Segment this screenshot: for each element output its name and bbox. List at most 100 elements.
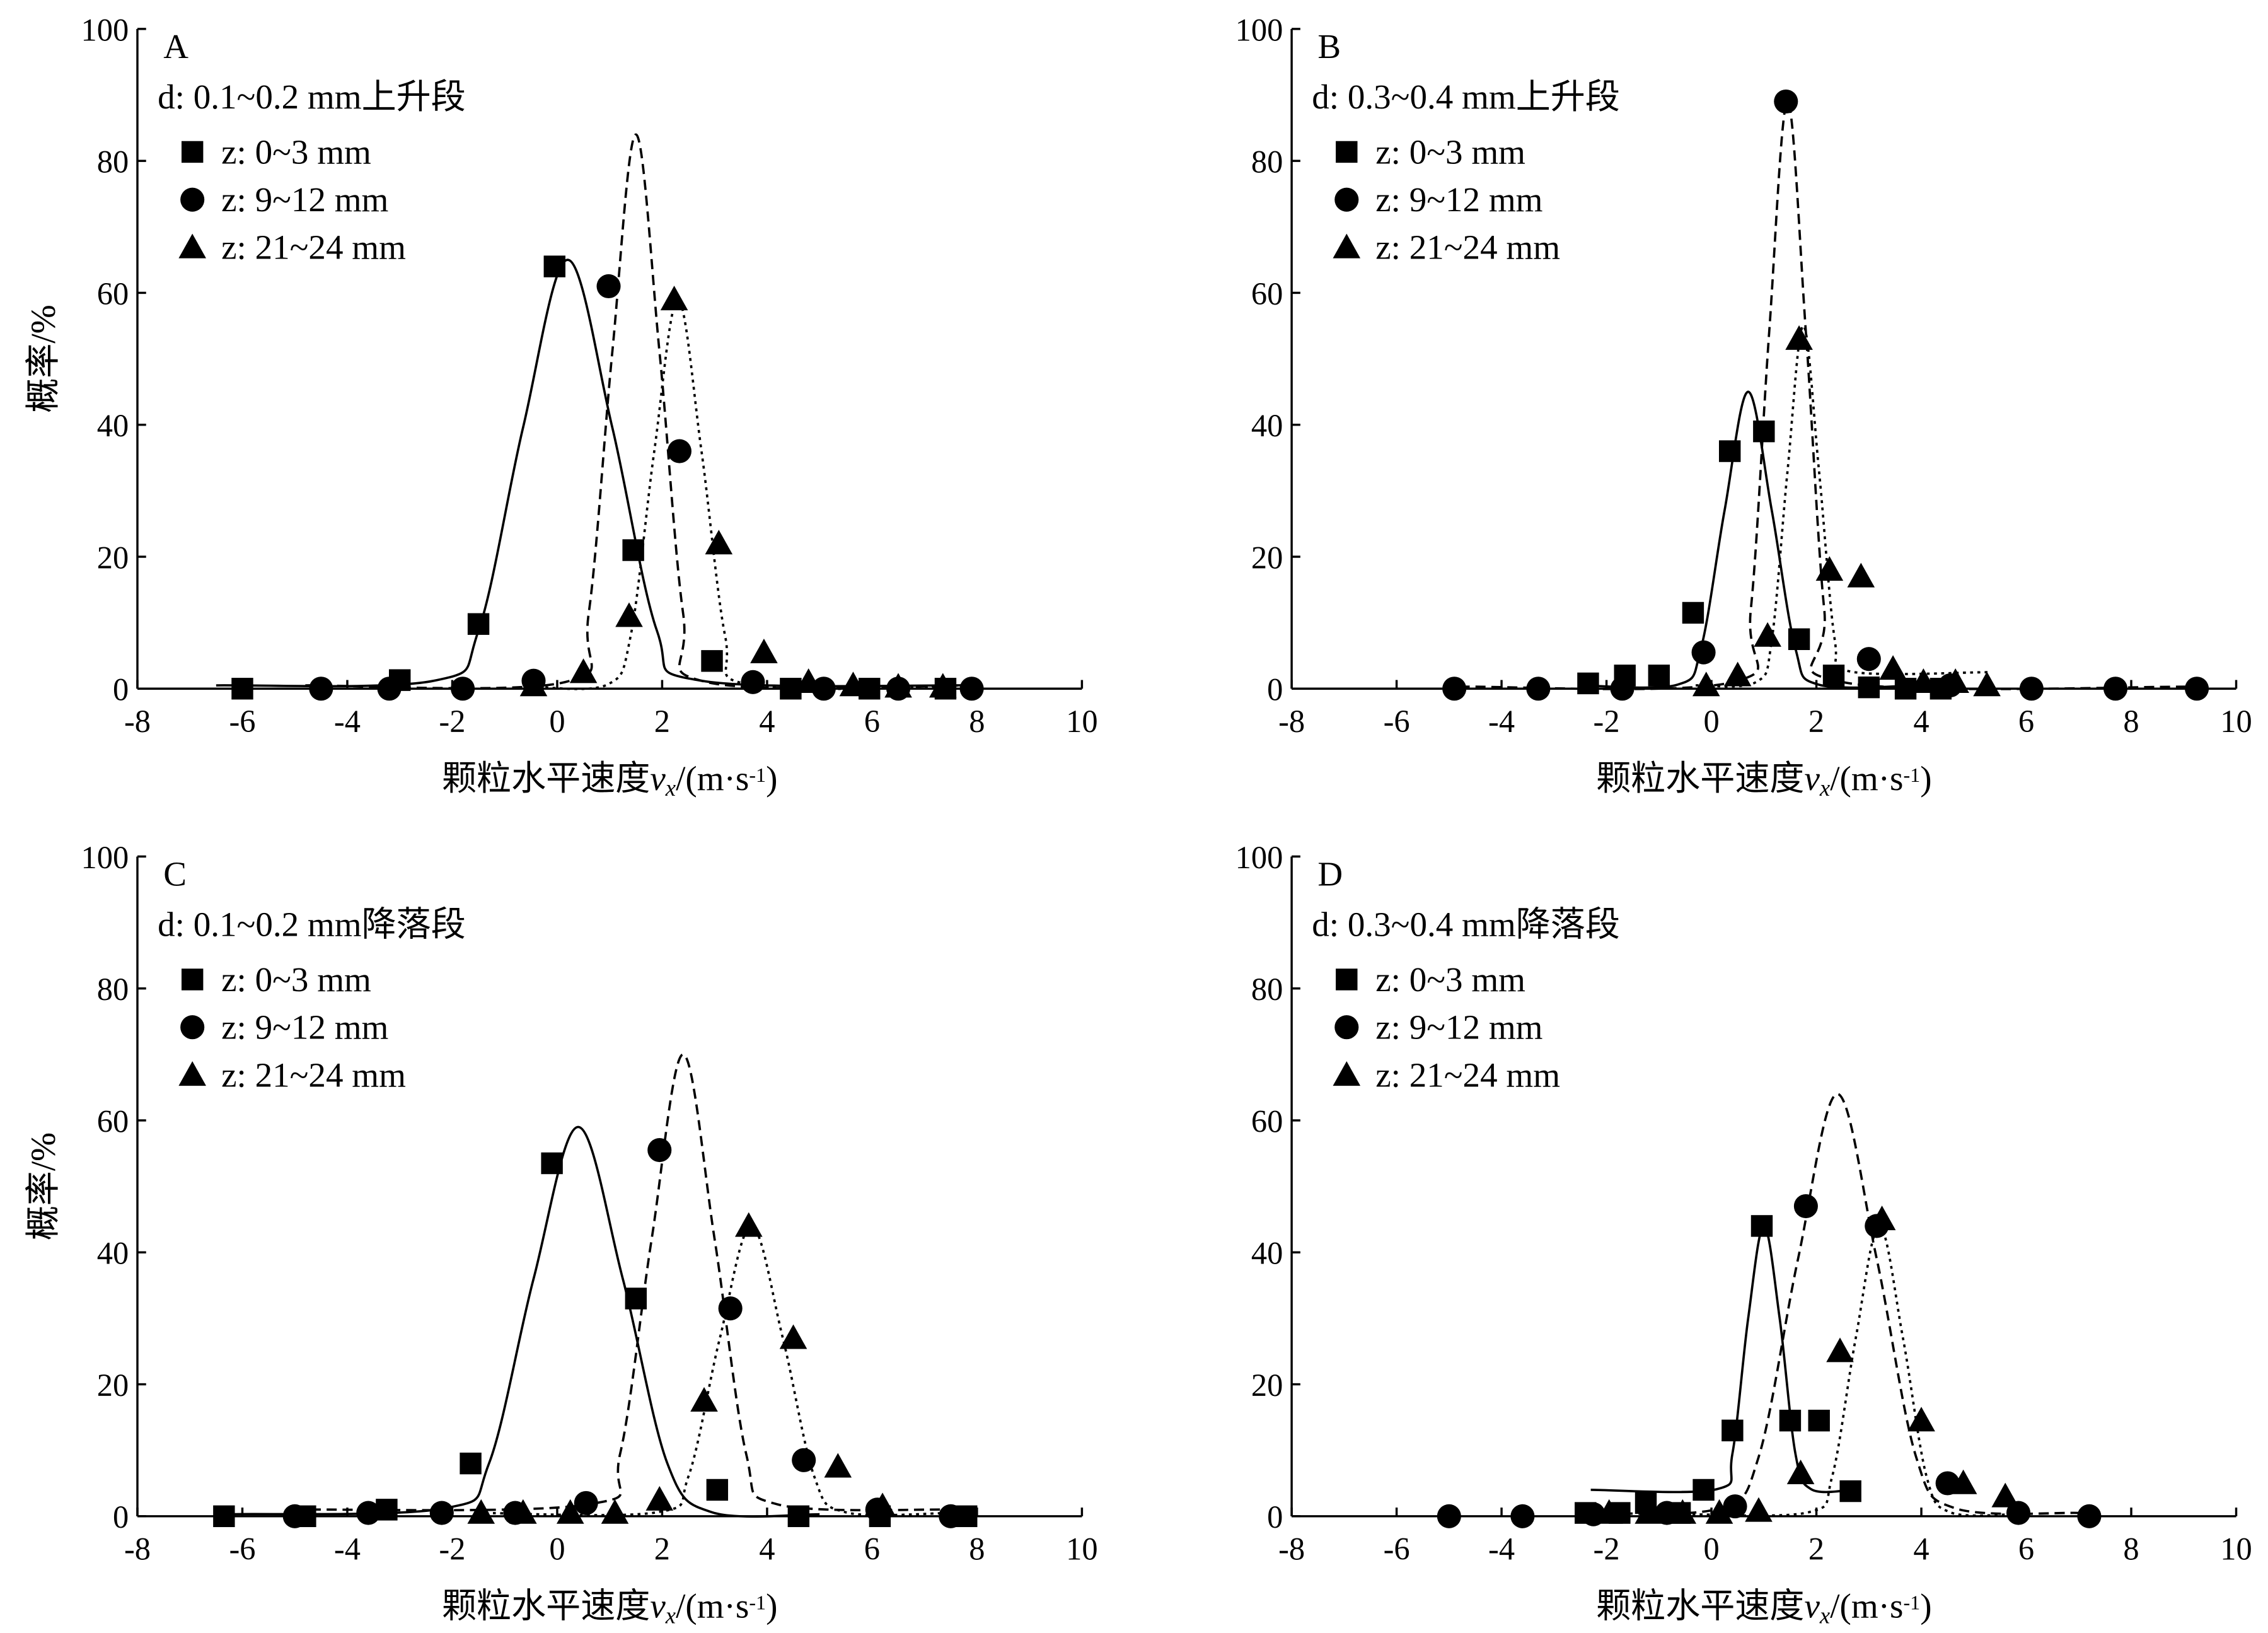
- point: [467, 613, 490, 635]
- legend-label: z: 9~12 mm: [221, 1008, 388, 1047]
- point: [1788, 628, 1810, 650]
- legend-label: z: 0~3 mm: [221, 132, 371, 171]
- panel: 0 20 40 60 80 100 -8 -6 -4 -2 0 2 4 6 8 10 Ad: 0.1~0.2 m…: [24, 12, 1097, 801]
- x-tick-label: 0: [549, 1531, 565, 1567]
- x-axis-label-part: v: [1804, 1586, 1820, 1625]
- y-tick-label: 20: [1251, 540, 1283, 575]
- x-tick-label: 10: [1066, 1531, 1097, 1567]
- legend-marker: [1336, 141, 1358, 163]
- x-axis-label-part: v: [650, 1586, 666, 1625]
- legend-label: z: 21~24 mm: [1375, 1055, 1560, 1094]
- point: [509, 1499, 537, 1524]
- y-tick-label: 0: [113, 672, 129, 707]
- y-tick-label: 40: [1251, 408, 1283, 443]
- point: [569, 658, 598, 683]
- y-tick-label: 20: [97, 540, 129, 575]
- point: [467, 1499, 495, 1524]
- point: [601, 1499, 629, 1524]
- fit-curve: [226, 1125, 820, 1518]
- x-tick-label: -8: [124, 704, 151, 739]
- x-tick-label: 4: [759, 704, 775, 739]
- x-tick-label: -6: [229, 1531, 255, 1567]
- y-tick-label: 40: [97, 408, 129, 443]
- point: [741, 670, 765, 694]
- point: [2077, 1504, 2102, 1528]
- y-tick-label: 60: [97, 276, 129, 311]
- point: [1682, 601, 1704, 624]
- x-axis-label-part: ): [1920, 759, 1931, 798]
- point: [718, 1296, 743, 1321]
- subtitle: d: 0.1~0.2 mm降落段: [158, 905, 466, 944]
- y-tick-label: 80: [97, 972, 129, 1007]
- fit-curve: [1590, 1224, 1853, 1494]
- y-tick-label: 0: [1267, 672, 1283, 707]
- point: [1692, 1479, 1715, 1501]
- x-axis-label-part: ): [766, 1586, 777, 1625]
- panel: 0 20 40 60 80 100 -8 -6 -4 -2 0 2 4 6 8 10 Cd: 0.1~0.2 m…: [24, 840, 1097, 1629]
- point: [1437, 1504, 1461, 1528]
- point: [869, 1492, 896, 1518]
- fit-curve: [1685, 1224, 2016, 1517]
- x-tick-label: -8: [124, 1531, 151, 1567]
- point: [1779, 1409, 1802, 1432]
- legend-marker: [181, 968, 204, 991]
- point: [1973, 671, 2001, 697]
- legend-marker: [178, 1061, 206, 1086]
- panel-label: D: [1317, 854, 1343, 893]
- x-tick-label: 6: [2018, 704, 2034, 739]
- point: [701, 650, 723, 672]
- x-tick-label: 6: [2018, 1531, 2034, 1567]
- x-tick-label: 2: [1808, 704, 1824, 739]
- point: [213, 1505, 235, 1528]
- fit-curve: [531, 298, 951, 690]
- legend-marker: [180, 1015, 205, 1040]
- fit-curve: [1580, 390, 1922, 689]
- point: [1941, 668, 1969, 694]
- x-tick-label: 0: [1703, 704, 1719, 739]
- fit-curve: [1696, 324, 1990, 688]
- point: [939, 1504, 963, 1528]
- legend-marker: [1334, 187, 1359, 212]
- point: [1793, 1194, 1818, 1219]
- point: [706, 1479, 729, 1501]
- point: [705, 530, 733, 555]
- x-axis-label-part: -1: [749, 764, 766, 786]
- x-tick-label: 8: [969, 704, 985, 739]
- point: [596, 274, 621, 299]
- legend-marker: [1336, 968, 1358, 991]
- legend-label: z: 9~12 mm: [1375, 1008, 1542, 1047]
- y-tick-label: 0: [1267, 1499, 1283, 1535]
- y-tick-label: 60: [1251, 276, 1283, 311]
- point: [309, 677, 333, 701]
- x-tick-label: 4: [1913, 1531, 1929, 1567]
- point: [690, 1386, 718, 1412]
- x-axis-label-part: x: [1819, 1603, 1831, 1629]
- point: [1847, 562, 1875, 588]
- x-axis-label-part: -1: [1903, 764, 1920, 786]
- point: [1442, 677, 1467, 701]
- point: [1669, 1499, 1697, 1524]
- point: [660, 286, 688, 311]
- x-tick-label: 10: [2220, 1531, 2252, 1567]
- x-axis-label-part: ): [766, 759, 777, 798]
- fit-curve: [1590, 1093, 2079, 1515]
- point: [1721, 1419, 1744, 1442]
- x-axis-label: 颗粒水平速度vx/(m·s-1): [442, 759, 777, 801]
- x-axis-label: 颗粒水平速度vx/(m·s-1): [442, 1586, 777, 1628]
- point: [645, 1485, 674, 1511]
- panel-label: B: [1317, 27, 1341, 66]
- point: [574, 1491, 598, 1515]
- fit-curve: [478, 1224, 951, 1516]
- y-tick-label: 20: [1251, 1368, 1283, 1403]
- point: [1826, 1337, 1854, 1363]
- x-tick-label: -2: [439, 704, 465, 739]
- x-tick-label: 8: [2123, 704, 2139, 739]
- point: [1754, 622, 1781, 647]
- fit-curve: [1459, 100, 2200, 690]
- point: [2103, 677, 2128, 701]
- x-tick-label: -6: [1384, 704, 1410, 739]
- x-tick-label: 6: [864, 704, 880, 739]
- point: [451, 677, 475, 701]
- x-axis-label-part: v: [1804, 759, 1820, 798]
